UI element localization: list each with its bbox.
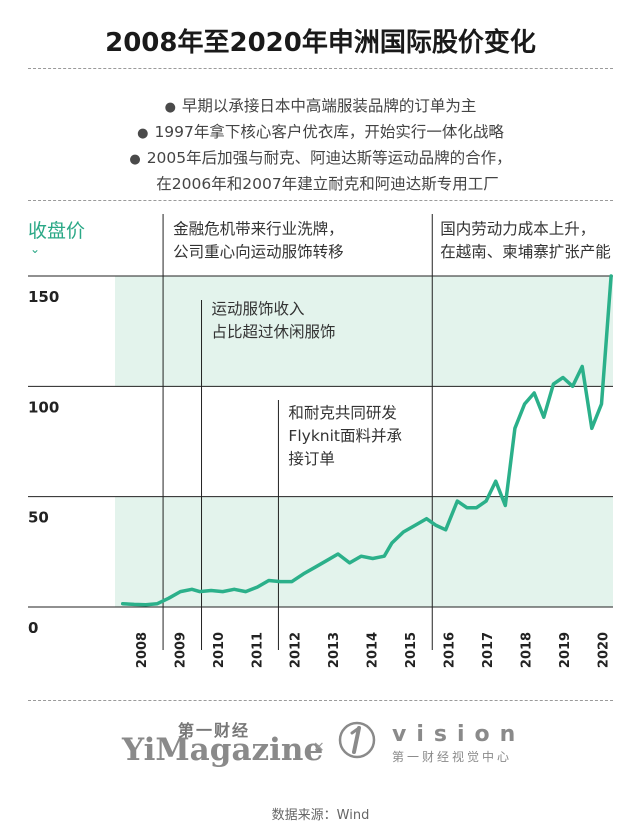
note-line-4: 在2006年和2007年建立耐克和阿迪达斯专用工厂: [156, 175, 499, 193]
x-tick-label: 2011: [250, 632, 265, 668]
x-tick-label: 2019: [558, 632, 573, 668]
y-tick-label: 100: [28, 398, 59, 416]
x-tick-label: 2017: [481, 632, 496, 668]
bullet-dot-icon: ●: [164, 100, 176, 115]
x-tick-label: 2012: [289, 632, 304, 668]
annotation-line-text: 运动服饰收入: [211, 300, 305, 318]
notes-divider: [28, 200, 613, 201]
logo-separator: ×: [313, 739, 325, 755]
annotation-line-text: 在越南、柬埔寨扩张产能: [440, 243, 611, 261]
grid-lines: [28, 275, 613, 608]
y-tick-labels: 0 50 100 150: [28, 288, 59, 637]
x-tick-label: 2016: [443, 632, 458, 668]
x-tick-label: 2015: [404, 632, 419, 668]
annotation-line-text: 公司重心向运动服饰转移: [173, 243, 344, 261]
annotation-2012: 和耐克共同研发 Flyknit面料并承 接订单: [288, 402, 402, 471]
x-tick-label: 2009: [173, 632, 188, 668]
yimagazine-logo: YiMagazine: [122, 732, 324, 768]
annotation-2010: 运动服饰收入占比超过休闲服饰: [212, 298, 336, 344]
note-line-2: ● 1997年拿下核心客户优衣库，开始实行一体化战略: [137, 123, 504, 141]
x-tick-label: 2010: [212, 632, 227, 668]
x-tick-label: 2013: [327, 632, 342, 668]
y-tick-label: 150: [28, 288, 59, 306]
annotation-line-text: 金融危机带来行业洗牌，: [173, 220, 344, 238]
y-tick-label: 50: [28, 509, 49, 527]
x-tick-label: 2008: [135, 632, 150, 668]
chart-title: 2008年至2020年申洲国际股价变化: [105, 28, 536, 58]
annotation-line-text: 国内劳动力成本上升，: [440, 220, 596, 238]
annotation-2009: 金融危机带来行业洗牌， 公司重心向运动服饰转移: [173, 218, 344, 264]
bullet-dot-icon: ●: [129, 152, 141, 167]
annotation-2016: 国内劳动力成本上升， 在越南、柬埔寨扩张产能: [440, 218, 611, 264]
shaded-band-1: [115, 276, 613, 387]
shaded-band-0: [115, 496, 613, 607]
chevron-down-icon: ⌄: [30, 242, 41, 256]
x-tick-label: 2014: [366, 632, 381, 668]
x-tick-label: 2018: [519, 632, 534, 668]
annotation-line-text: 接订单: [288, 450, 335, 468]
series-line-0: [120, 274, 613, 607]
y-tick-label: 0: [28, 619, 38, 637]
vision-logo-cn: 第一财经视觉中心: [392, 750, 513, 764]
title-divider: [28, 68, 613, 69]
y-axis-label: 收盘价: [28, 220, 86, 242]
x-tick-label: 2020: [596, 632, 611, 668]
yimagazine-logo-cn: 第一财经: [178, 721, 251, 740]
footer-divider: [28, 700, 613, 701]
annotation-line-text: 和耐克共同研发: [288, 404, 397, 422]
shaded-bands: [115, 276, 613, 607]
vision-logo-text: vision: [392, 722, 526, 747]
vision-logo-icon: [338, 721, 376, 759]
background-notes: ● 早期以承接日本中高端服装品牌的订单为主 ● 1997年拿下核心客户优衣库，开始实…: [0, 94, 641, 196]
series-lines: [120, 274, 613, 607]
bullet-dot-icon: ●: [137, 126, 149, 141]
note-line-1: ● 早期以承接日本中高端服装品牌的订单为主: [164, 97, 477, 115]
annotation-line-text: 占比超过休闲服饰: [211, 323, 336, 341]
x-tick-labels: 2008 2009 2010 2011 2012 2013 2014 2015 2016 2017…: [135, 632, 611, 668]
note-line-3: ● 2005年后加强与耐克、阿迪达斯等运动品牌的合作，: [129, 149, 512, 167]
data-source: 数据来源：Wind: [271, 808, 370, 823]
annotation-line-text: Flyknit面料并承: [288, 427, 403, 445]
